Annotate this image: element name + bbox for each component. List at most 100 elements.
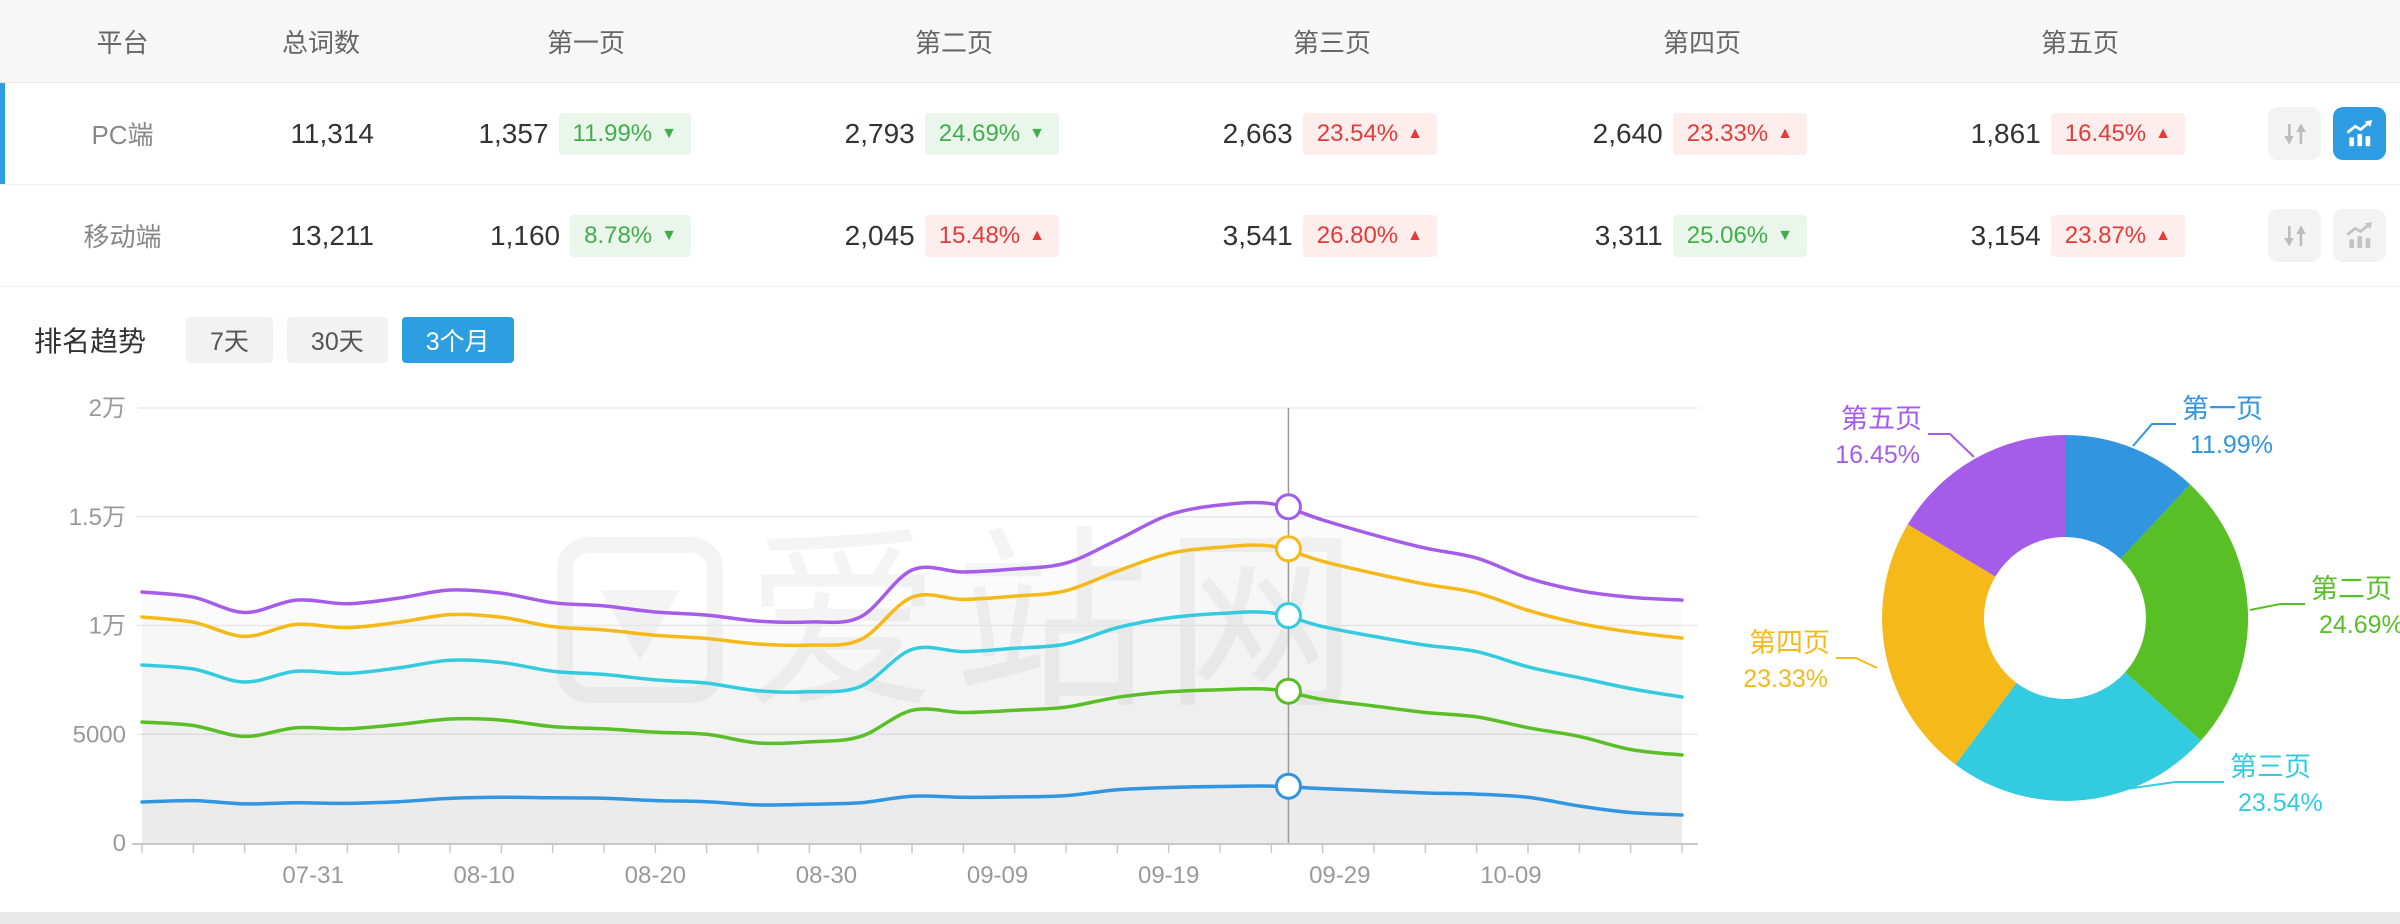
page-4-count: 2,640	[1592, 117, 1663, 149]
y-axis-label: 1.5万	[69, 504, 126, 531]
page-5-trend-badge: 16.45% ▲	[2050, 112, 2185, 155]
trend-percent: 16.45%	[2064, 119, 2147, 147]
donut-label-name: 第三页	[2230, 752, 2311, 782]
trend-toolbar: 排名趋势 7天 30天 3个月	[34, 317, 2400, 363]
y-axis-label: 1万	[89, 613, 126, 640]
table-header: 平台 总词数 第一页 第二页 第三页 第四页 第五页	[0, 0, 2400, 83]
range-tab-3个月[interactable]: 3个月	[401, 317, 514, 363]
page-background-strip	[0, 912, 2400, 924]
x-axis-label: 08-20	[625, 862, 686, 889]
page-3-cell: 3,541 26.80% ▲	[1059, 214, 1437, 257]
x-axis-label: 09-09	[967, 862, 1028, 889]
trend-title: 排名趋势	[34, 326, 147, 357]
donut-slice-第三页[interactable]	[1955, 672, 2201, 801]
page-3-count: 2,663	[1222, 117, 1293, 149]
page-1-cell: 1,357 11.99% ▼	[374, 112, 691, 155]
marker-前50名	[1274, 493, 1302, 521]
row-actions	[2185, 107, 2400, 160]
trend-up-icon: ▲	[1029, 226, 1045, 244]
platform-label: PC端	[91, 120, 154, 150]
trend-chart-icon	[2346, 119, 2372, 146]
line-前20名	[140, 686, 1684, 757]
page-5-count: 3,154	[1970, 219, 2041, 251]
trend-percent: 23.87%	[2064, 221, 2147, 249]
header-page-2: 第二页	[914, 27, 993, 58]
table-body: PC端 11,314 1,357 11.99% ▼ 2,793 24.69% ▼ 2,663 23…	[0, 83, 2400, 287]
show-trend-chart-button[interactable]	[2333, 209, 2386, 262]
donut-label-line	[1928, 433, 1975, 458]
trend-percent: 23.33%	[1686, 119, 1769, 147]
table-row[interactable]: 移动端 13,211 1,160 8.78% ▼ 2,045 15.48% ▲ 3,541 26.…	[0, 185, 2400, 287]
line-前10名	[140, 784, 1684, 817]
sort-button[interactable]	[2268, 107, 2321, 160]
sort-button[interactable]	[2268, 209, 2321, 262]
donut-label-name: 第五页	[1841, 404, 1922, 434]
donut-label-name: 第一页	[2182, 394, 2263, 424]
donut-slice-第一页[interactable]	[2065, 435, 2191, 559]
show-trend-chart-button[interactable]	[2333, 107, 2386, 160]
page-5-cell: 3,154 23.87% ▲	[1807, 214, 2185, 257]
trend-down-icon: ▼	[661, 226, 677, 244]
trend-up-icon: ▲	[1777, 124, 1793, 142]
page-5-count: 1,861	[1970, 117, 2041, 149]
header-platform: 平台	[96, 27, 149, 58]
trend-and-donut-svg[interactable]: 爱站网050001万1.5万2万07-3108-1008-2008-3009-0…	[0, 380, 2400, 924]
trend-up-icon: ▲	[2155, 124, 2171, 142]
y-axis-label: 2万	[89, 395, 126, 422]
header-page-5: 第五页	[2040, 27, 2119, 58]
table-row[interactable]: PC端 11,314 1,357 11.99% ▼ 2,793 24.69% ▼ 2,663 23…	[0, 83, 2400, 185]
range-tab-30天[interactable]: 30天	[286, 317, 388, 363]
x-axis-label: 07-31	[282, 862, 343, 889]
x-axis-label: 10-09	[1480, 862, 1541, 889]
donut-label-line	[2249, 603, 2305, 611]
page-1-count: 1,160	[490, 219, 561, 251]
page-3-trend-badge: 26.80% ▲	[1302, 214, 1437, 257]
donut-slice-第五页[interactable]	[1907, 435, 2065, 577]
marker-前20名	[1274, 677, 1302, 705]
donut-slice-第二页[interactable]	[2120, 484, 2249, 741]
header-page-1: 第一页	[546, 27, 625, 58]
sort-arrows-icon	[2283, 225, 2306, 246]
donut-label-name: 第二页	[2311, 574, 2392, 604]
marker-前10名	[1274, 772, 1302, 800]
x-axis-label: 08-10	[454, 862, 515, 889]
trend-percent: 24.69%	[938, 119, 1021, 147]
page-3-count: 3,541	[1222, 219, 1293, 251]
page-2-trend-badge: 24.69% ▼	[924, 112, 1059, 155]
hover-markers	[1274, 493, 1302, 800]
donut-label-percent: 23.33%	[1743, 665, 1828, 693]
x-axis-label: 08-30	[796, 862, 857, 889]
trend-percent: 23.54%	[1316, 119, 1399, 147]
trend-percent: 15.48%	[938, 221, 1021, 249]
trend-down-icon: ▼	[661, 124, 677, 142]
page-2-count: 2,045	[844, 219, 915, 251]
charts-area[interactable]: 爱站网050001万1.5万2万07-3108-1008-2008-3009-0…	[0, 380, 2400, 924]
x-axis-label: 09-19	[1138, 862, 1199, 889]
header-page-3: 第三页	[1292, 27, 1371, 58]
range-tabs: 7天 30天 3个月	[186, 317, 528, 363]
page-4-cell: 2,640 23.33% ▲	[1437, 112, 1807, 155]
page-3-cell: 2,663 23.54% ▲	[1059, 112, 1437, 155]
page-4-trend-badge: 23.33% ▲	[1672, 112, 1807, 155]
page-1-trend-badge: 8.78% ▼	[570, 214, 691, 257]
page-5-trend-badge: 23.87% ▲	[2050, 214, 2185, 257]
donut-slice-第四页[interactable]	[1882, 524, 2017, 765]
header-page-4: 第四页	[1662, 27, 1741, 58]
header-total-words: 总词数	[281, 27, 360, 58]
donut-label-percent: 16.45%	[1835, 441, 1920, 469]
range-tab-7天[interactable]: 7天	[186, 317, 273, 363]
total-words-value: 11,314	[290, 117, 374, 149]
donut-label-percent: 24.69%	[2319, 611, 2400, 639]
donut-label-line	[2132, 423, 2176, 447]
donut-chart[interactable]: 第一页 11.99% 第二页 24.69% 第三页 23.54% 第四页 23.33% 第五页 1…	[1743, 394, 2400, 817]
page-4-count: 3,311	[1594, 219, 1663, 251]
page-2-cell: 2,793 24.69% ▼	[691, 112, 1059, 155]
page-1-trend-badge: 11.99% ▼	[558, 112, 691, 155]
trend-down-icon: ▼	[1029, 124, 1045, 142]
page-5-cell: 1,861 16.45% ▲	[1807, 112, 2185, 155]
trend-percent: 8.78%	[584, 221, 653, 249]
donut-label-percent: 23.54%	[2238, 789, 2323, 817]
donut-label-line	[1836, 657, 1878, 669]
trend-up-icon: ▲	[2155, 226, 2171, 244]
trend-up-icon: ▲	[1407, 226, 1423, 244]
